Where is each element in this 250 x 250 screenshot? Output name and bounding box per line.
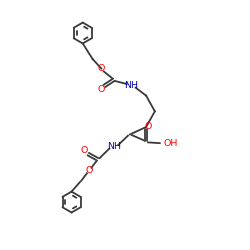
- Text: NH: NH: [107, 142, 121, 151]
- Text: O: O: [80, 146, 88, 155]
- Text: OH: OH: [163, 139, 178, 148]
- Text: O: O: [98, 64, 105, 73]
- Text: O: O: [144, 122, 152, 131]
- Text: O: O: [98, 85, 105, 94]
- Text: O: O: [85, 166, 93, 175]
- Text: NH: NH: [124, 81, 138, 90]
